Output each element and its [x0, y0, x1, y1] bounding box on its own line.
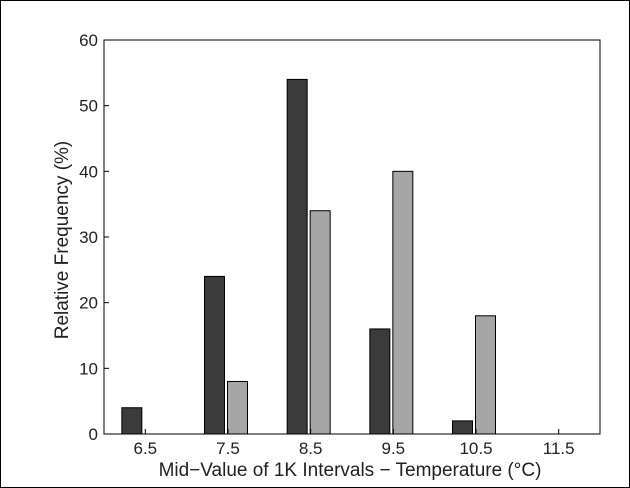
bars-group [121, 78, 496, 435]
y-tick-label: 0 [89, 425, 98, 444]
bar-series2-9.5 [392, 170, 414, 435]
y-axis-ticks: 0 10 20 30 40 50 60 [79, 31, 109, 444]
y-tick-label: 30 [79, 228, 98, 247]
x-axis-label: Mid−Value of 1K Intervals − Temperature … [159, 460, 542, 481]
bar-series2-10.5 [475, 315, 496, 435]
bar-series1-6.5 [121, 407, 143, 435]
bar-series2-8.5 [309, 210, 331, 435]
x-tick-label: 8.5 [299, 439, 323, 458]
x-tick-label: 9.5 [382, 439, 406, 458]
bar-series1-8.5 [286, 78, 308, 435]
y-tick-label: 50 [79, 97, 98, 116]
x-tick-label: 7.5 [216, 439, 240, 458]
y-tick-label: 20 [79, 294, 98, 313]
x-axis-ticks: 6.5 7.5 8.5 9.5 10.5 11.5 [134, 429, 575, 458]
x-tick-label: 11.5 [543, 439, 575, 458]
y-tick-label: 10 [79, 359, 98, 378]
y-axis-label: Relative Frequency (%) [52, 141, 73, 340]
plot-area [103, 39, 601, 435]
y-tick-label: 40 [79, 162, 98, 181]
y-tick-label: 60 [79, 31, 98, 50]
x-tick-label: 6.5 [134, 439, 158, 458]
bar-series1-7.5 [204, 275, 225, 435]
bar-series2-7.5 [227, 380, 248, 435]
bar-series1-9.5 [369, 328, 391, 435]
bar-series1-10.5 [452, 420, 473, 435]
x-tick-label: 10.5 [459, 439, 492, 458]
plot-border [103, 39, 601, 435]
